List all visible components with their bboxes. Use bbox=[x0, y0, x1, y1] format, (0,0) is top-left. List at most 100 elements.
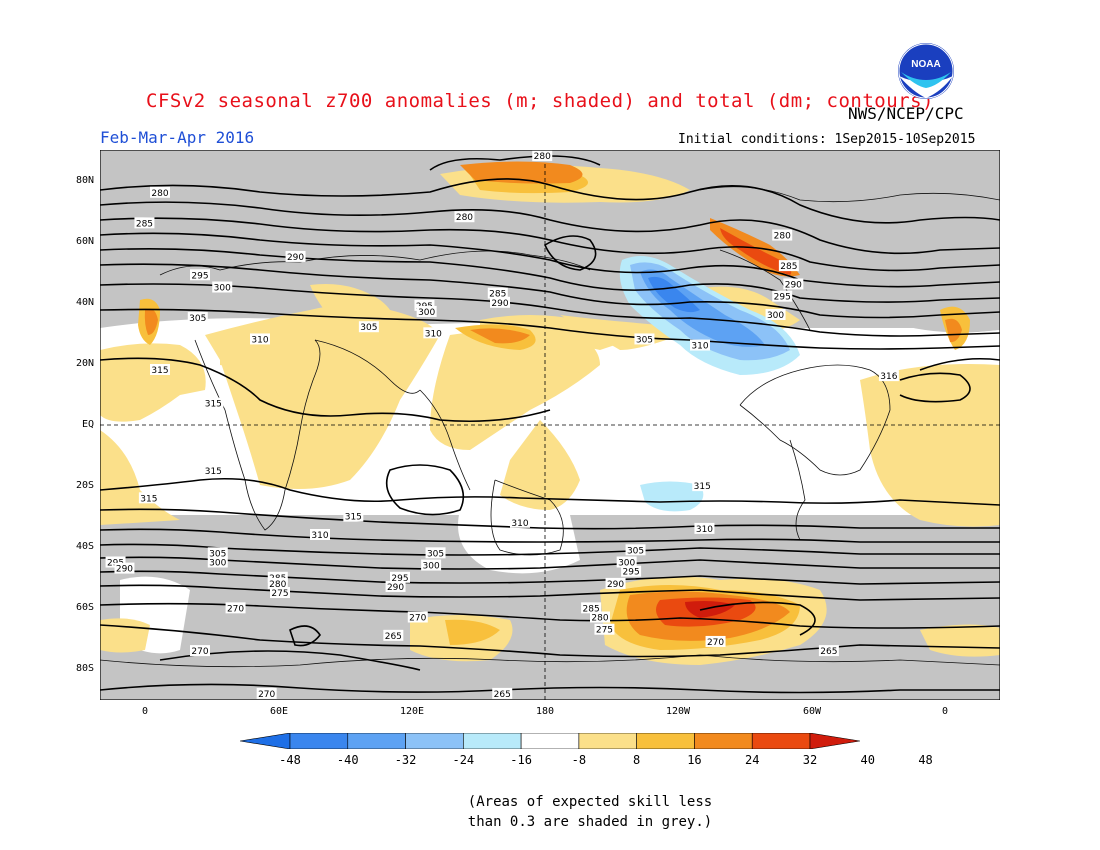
lat-label-80n: 80N bbox=[75, 175, 94, 186]
colorbar bbox=[240, 733, 860, 749]
contour-label: 295 bbox=[772, 290, 793, 303]
contour-label-text: 316 bbox=[880, 372, 897, 382]
contour-label-text: 285 bbox=[780, 262, 797, 272]
contour-label-text: 305 bbox=[209, 549, 226, 559]
contour-label-text: 290 bbox=[607, 580, 624, 590]
contour-label-text: 280 bbox=[774, 232, 791, 242]
contour-label-text: 270 bbox=[409, 614, 426, 624]
colorbar-segment bbox=[694, 733, 753, 749]
contour-label: 290 bbox=[114, 562, 135, 575]
contour-label-bg bbox=[423, 327, 444, 339]
contour-label-text: 295 bbox=[623, 568, 640, 578]
colorbar-label: 48 bbox=[918, 753, 933, 767]
colorbar-segment bbox=[347, 733, 406, 749]
colorbar-label: 8 bbox=[633, 753, 641, 767]
contour-label-text: 285 bbox=[136, 219, 153, 229]
contour-label: 280 bbox=[590, 611, 610, 624]
contour-label-bg bbox=[590, 611, 610, 623]
lon-label-60e: 60E bbox=[269, 706, 289, 717]
contour-label-text: 265 bbox=[385, 632, 402, 642]
contour-label-bg bbox=[267, 571, 288, 583]
colorbar-label: -8 bbox=[571, 753, 587, 767]
lat-label-40n: 40N bbox=[75, 297, 94, 308]
contour-label-text: 300 bbox=[418, 308, 435, 318]
colorbar-segment bbox=[636, 733, 695, 749]
colorbar-left-arrow bbox=[240, 733, 291, 749]
contour-label: 270 bbox=[225, 602, 246, 614]
lat-label-20s: 20S bbox=[75, 480, 94, 491]
contour-label-text: 300 bbox=[767, 311, 784, 321]
contour-label: 275 bbox=[270, 587, 290, 599]
contour-label-bg bbox=[705, 635, 726, 647]
contour-label-bg bbox=[190, 269, 210, 281]
contour-label-text: 310 bbox=[691, 342, 708, 352]
colorbar-segment bbox=[405, 733, 464, 749]
contour-label: 270 bbox=[190, 645, 210, 657]
agency-label: NWS/NCEP/CPC bbox=[848, 104, 964, 123]
contour-label-bg bbox=[490, 296, 510, 308]
contour-label-text: 305 bbox=[189, 314, 206, 324]
negative-anomalies bbox=[619, 256, 800, 512]
contour-label: 310 bbox=[250, 333, 270, 345]
contour-label-text: 305 bbox=[360, 323, 377, 333]
contour-label-text: 315 bbox=[151, 366, 168, 376]
contour-label: 305 bbox=[358, 321, 379, 333]
contour-label-text: 270 bbox=[191, 647, 208, 657]
contour-label-bg bbox=[783, 278, 804, 290]
contour-label-bg bbox=[425, 547, 446, 559]
contour-label: 270 bbox=[407, 611, 428, 624]
contour-label-text: 280 bbox=[151, 189, 168, 199]
contour-label-text: 290 bbox=[491, 299, 508, 309]
contour-label-text: 310 bbox=[311, 531, 328, 541]
height-contours bbox=[100, 155, 1000, 694]
lat-label-60s: 60S bbox=[75, 602, 94, 613]
contour-label: 290 bbox=[783, 278, 804, 290]
contour-label-bg bbox=[414, 299, 435, 311]
contour-label: 290 bbox=[490, 296, 510, 309]
contour-label: 280 bbox=[532, 150, 553, 162]
contour-label-bg bbox=[190, 645, 210, 657]
contour-label: 310 bbox=[690, 339, 710, 352]
lat-label-eq: EQ bbox=[81, 419, 94, 430]
contour-label-bg bbox=[267, 577, 288, 589]
contour-label-bg bbox=[772, 290, 793, 302]
contour-label-bg bbox=[134, 217, 155, 229]
contour-label: 305 bbox=[625, 544, 646, 556]
contour-label: 300 bbox=[421, 559, 442, 572]
contour-label: 310 bbox=[510, 516, 530, 529]
contour-label-text: 295 bbox=[391, 574, 408, 584]
colorbar-segment bbox=[463, 733, 522, 749]
contour-label: 316 bbox=[878, 370, 899, 382]
contour-label: 305 bbox=[187, 312, 208, 324]
lat-label-60n: 60N bbox=[75, 236, 94, 247]
contour-label-text: 295 bbox=[191, 271, 208, 281]
contour-label: 280 bbox=[267, 577, 288, 590]
contour-label-text: 270 bbox=[707, 638, 724, 648]
contour-label: 315 bbox=[343, 510, 364, 523]
contour-label: 265 bbox=[492, 687, 513, 700]
contour-label: 305 bbox=[207, 547, 228, 559]
colorbar-label: 32 bbox=[802, 753, 818, 767]
contour-label-text: 310 bbox=[251, 335, 268, 345]
contour-label-text: 265 bbox=[494, 690, 511, 700]
contour-label-bg bbox=[625, 544, 646, 556]
colorbar-right-arrow bbox=[809, 733, 860, 749]
contour-label: 290 bbox=[385, 580, 406, 593]
contour-label-bg bbox=[225, 602, 246, 614]
contour-label-bg bbox=[187, 312, 208, 324]
contour-label: 280 bbox=[772, 229, 793, 242]
colorbar-label: 40 bbox=[860, 753, 875, 767]
contour-label-text: 270 bbox=[258, 690, 275, 700]
colorbar-label: 24 bbox=[744, 753, 760, 767]
contour-label-bg bbox=[343, 510, 364, 522]
colorbar-label: -24 bbox=[452, 753, 475, 767]
contour-label: 305 bbox=[425, 547, 446, 559]
contour-label-bg bbox=[690, 339, 710, 351]
contour-label-text: 275 bbox=[271, 589, 288, 599]
contour-label-bg bbox=[358, 321, 379, 333]
contour-label-text: 315 bbox=[205, 467, 222, 477]
contour-label-bg bbox=[407, 611, 428, 623]
contour-label: 270 bbox=[256, 687, 277, 700]
contour-label-bg bbox=[203, 464, 224, 476]
contour-label-bg bbox=[207, 556, 228, 568]
